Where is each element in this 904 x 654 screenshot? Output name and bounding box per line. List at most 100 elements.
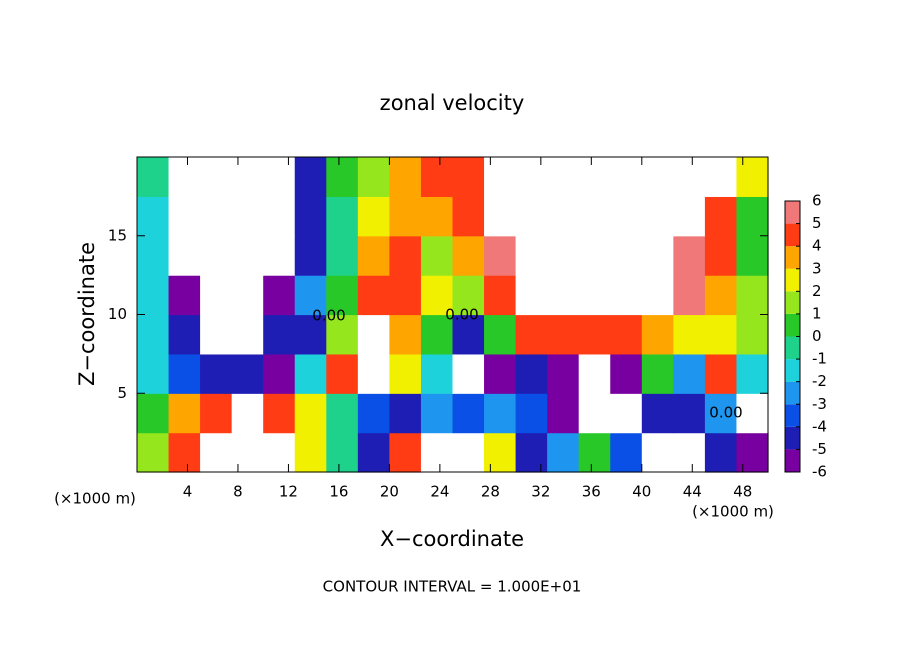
field-cell <box>389 157 422 197</box>
field-cell <box>231 314 264 355</box>
field-cell <box>736 353 769 394</box>
field-cell <box>484 196 517 237</box>
colorbar-label: -5 <box>812 440 827 458</box>
field-cell <box>168 314 201 355</box>
field-cell <box>420 432 454 473</box>
field-cell <box>168 275 201 316</box>
field-cell <box>704 235 738 276</box>
field-cell <box>137 432 170 473</box>
colorbar-label: 5 <box>812 214 822 232</box>
field-cell <box>704 314 738 355</box>
colorbar-label: -2 <box>812 372 827 390</box>
colorbar-swatch <box>785 381 800 405</box>
field-cell <box>736 275 769 316</box>
field-cell <box>263 275 296 316</box>
field-cell <box>357 235 390 276</box>
field-cell <box>263 393 296 434</box>
field-cell <box>231 432 264 473</box>
field-cell <box>389 275 422 316</box>
field-cell <box>294 314 327 355</box>
field-cell <box>641 393 674 434</box>
field-cell <box>326 353 359 394</box>
field-cell <box>137 393 170 434</box>
field-cell <box>704 432 738 473</box>
y-tick-label: 15 <box>108 226 127 244</box>
field-cell <box>641 432 674 473</box>
field-cell <box>673 275 706 316</box>
x-tick-label: 28 <box>481 483 500 501</box>
field-cell <box>389 393 422 434</box>
field-cell <box>515 393 548 434</box>
x-tick-label: 48 <box>733 483 752 501</box>
field-cell <box>420 314 454 355</box>
field-cell <box>168 353 201 394</box>
field-cell <box>547 432 580 473</box>
field-cell <box>673 432 706 473</box>
contour-label: 0.00 <box>709 404 742 422</box>
field-cell <box>578 196 611 237</box>
colorbar-swatch <box>785 449 800 472</box>
field-cell <box>515 157 548 197</box>
field-cell <box>484 157 517 197</box>
x-tick-label: 12 <box>279 483 298 501</box>
field-cell <box>200 235 233 276</box>
field-cell <box>200 275 233 316</box>
field-cell <box>389 196 422 237</box>
field-cell <box>515 432 548 473</box>
colorbar-swatch <box>785 223 800 247</box>
footer-note: CONTOUR INTERVAL = 1.000E+01 <box>323 578 582 596</box>
field-cell <box>704 196 738 237</box>
field-cell <box>452 196 485 237</box>
field-cell <box>610 314 643 355</box>
field-cell <box>263 314 296 355</box>
field-cell <box>294 393 327 434</box>
field-cell <box>484 235 517 276</box>
field-cell <box>168 235 201 276</box>
field-cell <box>231 157 264 197</box>
field-cell <box>357 353 390 394</box>
field-cell <box>294 235 327 276</box>
field-cell <box>736 157 769 197</box>
colorbar-label: -3 <box>812 395 827 413</box>
field-cell <box>673 353 706 394</box>
field-cell <box>357 275 390 316</box>
field-cell <box>137 235 170 276</box>
field-cell <box>420 196 454 237</box>
field-cell <box>673 196 706 237</box>
field-cell <box>673 393 706 434</box>
field-cell <box>137 353 170 394</box>
field-cell <box>263 432 296 473</box>
field-cell <box>484 275 517 316</box>
colorbar-label: 3 <box>812 259 822 277</box>
field-cell <box>673 235 706 276</box>
y-tick-label: 10 <box>108 305 127 323</box>
field-cell <box>610 196 643 237</box>
field-cell <box>200 314 233 355</box>
field-cell <box>547 235 580 276</box>
field-cell <box>326 235 359 276</box>
x-tick-label: 4 <box>183 483 193 501</box>
x-tick-label: 40 <box>632 483 651 501</box>
field-cell <box>578 393 611 434</box>
field-cell <box>515 314 548 355</box>
field-cell <box>231 235 264 276</box>
field-cell <box>452 157 485 197</box>
field-cell <box>578 157 611 197</box>
field-cell <box>357 432 390 473</box>
colorbar-label: -6 <box>812 463 827 481</box>
field-cell <box>610 157 643 197</box>
field-cell <box>547 314 580 355</box>
field-cell <box>578 275 611 316</box>
field-cell <box>547 393 580 434</box>
field-cell <box>484 432 517 473</box>
field-cell <box>168 157 201 197</box>
field-cell <box>736 314 769 355</box>
field-cell <box>736 432 769 473</box>
field-cell <box>200 196 233 237</box>
field-cell <box>200 432 233 473</box>
field-cell <box>357 157 390 197</box>
field-cell <box>452 393 485 434</box>
x-tick-label: 16 <box>329 483 348 501</box>
field-cell <box>389 353 422 394</box>
